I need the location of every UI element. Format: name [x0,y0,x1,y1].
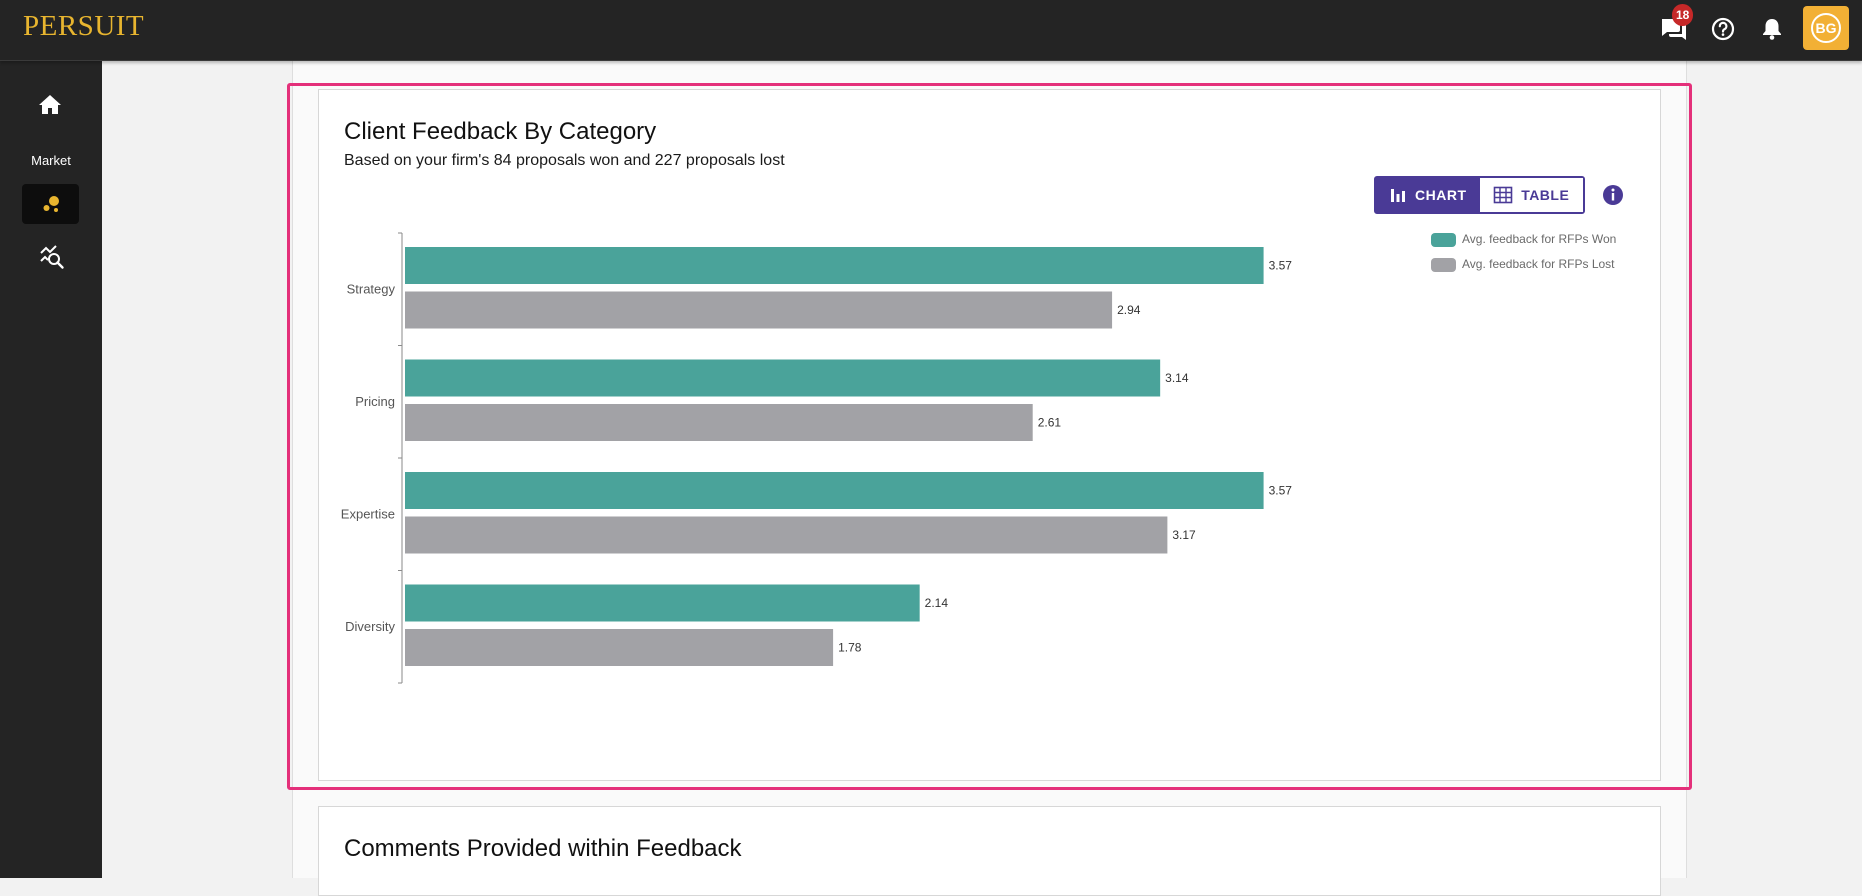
bar-pricing-won [405,359,1161,397]
category-label-diversity: Diversity [345,619,395,634]
bar-diversity-won [405,584,920,622]
sidebar: Market [0,61,102,878]
bar-chart-icon [1391,189,1405,202]
legend-item-won: Avg. feedback for RFPs Won [1431,231,1631,249]
bar-strategy-won [405,247,1264,284]
comments-card: Comments Provided within Feedback [318,806,1661,896]
user-avatar-button[interactable]: BG [1803,6,1849,50]
bar-expertise-lost [405,516,1168,554]
comments-card-title: Comments Provided within Feedback [344,835,742,862]
persuit-logo[interactable]: PERSUIT [23,10,145,42]
table-view-button[interactable]: TABLE [1479,178,1583,212]
value-label-pricing-lost: 2.61 [1038,416,1062,430]
value-label-diversity-lost: 1.78 [838,641,862,655]
home-icon[interactable] [35,91,65,119]
messages-badge: 18 [1672,4,1694,26]
sidebar-item-market-insights[interactable] [22,184,79,224]
help-icon[interactable] [1708,14,1738,44]
category-label-expertise: Expertise [341,506,395,521]
card-title: Client Feedback By Category [344,118,657,145]
client-feedback-card: Client Feedback By Category Based on you… [318,89,1661,781]
legend-item-lost: Avg. feedback for RFPs Lost [1431,256,1631,274]
feedback-bar-chart: Strategy 3.57 2.94 Pricing 3.14 2.61 Expertise… [341,232,1293,684]
sidebar-section-label-market: Market [31,153,71,168]
user-initials: BG [1811,13,1841,43]
chart-view-label: CHART [1415,187,1467,203]
top-bar: PERSUIT 18 BG [0,0,1862,61]
chart-view-button[interactable]: CHART [1376,178,1480,212]
bar-diversity-lost [405,629,834,666]
notifications-bell-icon[interactable] [1757,14,1787,44]
legend-swatch-won [1431,233,1456,247]
sidebar-item-analytics[interactable] [36,241,66,271]
bubble-chart-icon [43,196,59,212]
bar-expertise-won [405,472,1264,509]
value-label-expertise-lost: 3.17 [1172,528,1196,542]
legend-swatch-lost [1431,258,1456,272]
value-label-diversity-won: 2.14 [925,596,949,610]
value-label-strategy-won: 3.57 [1269,259,1293,273]
info-icon[interactable] [1602,184,1624,206]
bar-strategy-lost [405,291,1113,329]
value-label-expertise-won: 3.57 [1269,484,1293,498]
legend-label-lost: Avg. feedback for RFPs Lost [1462,257,1615,271]
value-label-pricing-won: 3.14 [1165,371,1189,385]
card-subtitle: Based on your firm's 84 proposals won an… [344,152,785,169]
value-label-strategy-lost: 2.94 [1117,303,1141,317]
table-view-label: TABLE [1521,187,1570,203]
legend-label-won: Avg. feedback for RFPs Won [1462,232,1617,246]
bar-pricing-lost [405,404,1033,441]
search-analytics-icon [40,245,64,269]
view-toggle: CHART TABLE [1374,176,1585,214]
category-label-strategy: Strategy [347,281,396,296]
category-label-pricing: Pricing [355,394,395,409]
table-grid-icon [1493,186,1513,204]
